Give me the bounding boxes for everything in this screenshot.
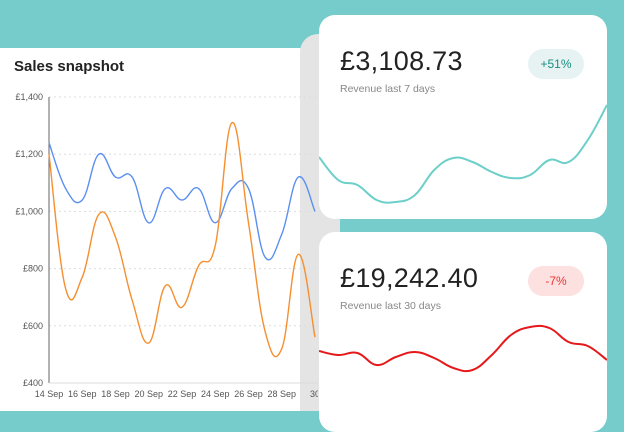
y-tick-label: £800 (23, 264, 43, 274)
x-tick-label: 30 (310, 389, 318, 399)
sparkline-path (319, 324, 607, 373)
x-tick-label: 24 Sep (201, 389, 230, 399)
revenue-30-days-label: Revenue last 30 days (340, 300, 441, 312)
revenue-7-days-sparkline (319, 104, 607, 204)
x-tick-label: 20 Sep (134, 389, 163, 399)
revenue-7-days-amount: £3,108.73 (340, 46, 463, 76)
blue-series-line (48, 142, 316, 261)
sparkline-path (319, 104, 607, 204)
revenue-7-days-card[interactable]: £3,108.73 Revenue last 7 days +51% (319, 15, 607, 219)
x-tick-label: 22 Sep (168, 389, 197, 399)
change-badge-positive: +51% (528, 49, 584, 79)
chart-title: Sales snapshot (14, 58, 125, 75)
x-tick-label: 18 Sep (101, 389, 130, 399)
y-tick-label: £600 (23, 321, 43, 331)
y-tick-label: £1,200 (15, 149, 43, 159)
orange-series-line (48, 122, 316, 358)
revenue-30-days-amount: £19,242.40 (340, 263, 479, 293)
sales-snapshot-panel (0, 48, 318, 411)
revenue-30-days-card[interactable]: £19,242.40 Revenue last 30 days -7% (319, 232, 607, 432)
revenue-30-days-sparkline (319, 324, 607, 373)
x-tick-label: 26 Sep (234, 389, 263, 399)
change-badge-negative: -7% (528, 266, 584, 296)
x-tick-label: 28 Sep (267, 389, 296, 399)
revenue-7-days-label: Revenue last 7 days (340, 83, 436, 95)
x-tick-label: 16 Sep (68, 389, 97, 399)
y-tick-label: £1,400 (15, 92, 43, 102)
y-tick-label: £400 (23, 378, 43, 388)
y-tick-label: £1,000 (15, 206, 43, 216)
x-tick-label: 14 Sep (35, 389, 64, 399)
